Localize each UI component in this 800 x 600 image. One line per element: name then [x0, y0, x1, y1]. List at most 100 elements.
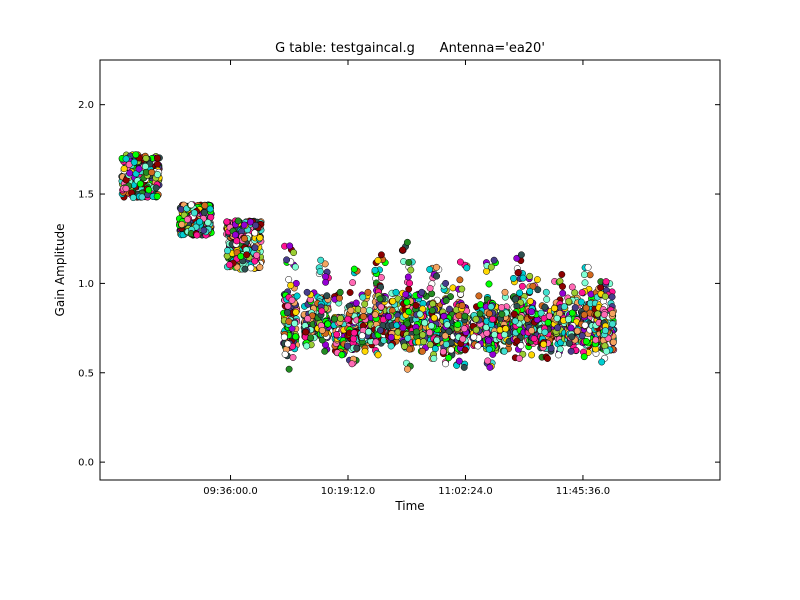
data-point	[476, 310, 484, 318]
data-point	[372, 338, 380, 346]
data-point	[348, 360, 356, 368]
data-point	[365, 306, 373, 314]
data-point	[560, 303, 568, 311]
data-point	[206, 205, 214, 213]
data-point	[302, 328, 310, 336]
data-point	[285, 276, 293, 283]
data-point	[426, 265, 434, 273]
data-point	[460, 325, 468, 333]
data-point	[427, 322, 435, 330]
data-point	[251, 244, 259, 252]
data-point	[547, 345, 555, 352]
data-point	[514, 269, 522, 277]
data-point	[247, 218, 254, 226]
data-point	[361, 300, 369, 308]
y-tick-label: 0.5	[78, 368, 94, 379]
data-point	[517, 314, 525, 322]
data-point	[530, 335, 538, 343]
data-point	[609, 338, 617, 346]
data-point	[419, 331, 427, 339]
data-point	[280, 333, 288, 341]
data-point	[353, 344, 361, 352]
data-point	[455, 357, 463, 365]
data-point	[336, 288, 344, 296]
data-point	[399, 246, 407, 254]
data-point	[498, 310, 506, 318]
data-point	[458, 302, 466, 310]
data-point	[485, 345, 493, 353]
data-point	[177, 205, 185, 213]
data-point	[303, 288, 311, 296]
data-point	[418, 347, 426, 355]
data-point	[318, 307, 326, 315]
data-point	[122, 155, 130, 163]
data-point	[358, 332, 366, 340]
data-point	[428, 306, 436, 314]
data-point	[401, 342, 408, 350]
data-point	[529, 282, 537, 290]
data-point	[446, 305, 453, 313]
chart-title: G table: testgaincal.g Antenna='ea20'	[275, 41, 545, 56]
data-point	[418, 288, 426, 296]
data-point	[392, 288, 400, 296]
data-point	[122, 185, 130, 193]
data-point	[513, 337, 521, 345]
data-point	[207, 213, 215, 221]
data-point	[204, 219, 212, 226]
data-point	[304, 315, 312, 323]
data-point	[433, 263, 440, 271]
data-point	[528, 308, 536, 316]
data-point	[556, 345, 564, 353]
data-point	[489, 315, 497, 323]
data-point	[251, 257, 259, 265]
data-point	[577, 298, 585, 306]
data-point	[439, 348, 447, 356]
data-point	[474, 342, 482, 350]
data-point	[196, 218, 204, 226]
data-point	[580, 353, 588, 361]
x-tick-label: 09:36:00.0	[203, 486, 257, 497]
data-point	[534, 286, 542, 294]
data-point	[482, 323, 490, 331]
data-point	[224, 247, 231, 255]
data-point	[582, 304, 590, 312]
data-point	[352, 299, 360, 307]
data-point	[346, 289, 354, 296]
data-point	[190, 209, 198, 217]
data-point	[542, 288, 550, 296]
data-point	[567, 347, 575, 355]
data-point	[226, 261, 234, 269]
data-point	[187, 201, 195, 209]
data-point	[443, 321, 451, 329]
data-point	[404, 273, 412, 281]
data-point	[402, 290, 410, 298]
data-point	[459, 335, 467, 343]
data-point	[447, 346, 455, 354]
data-point	[142, 154, 150, 162]
data-point	[426, 329, 434, 336]
data-point	[477, 301, 484, 309]
data-point	[602, 278, 610, 286]
y-tick-label: 2.0	[78, 100, 94, 111]
x-axis-label: Time	[394, 499, 424, 513]
data-point	[407, 266, 415, 274]
data-point	[470, 333, 478, 341]
data-point	[456, 258, 464, 266]
data-point	[135, 165, 143, 173]
data-point	[184, 216, 191, 223]
data-point	[359, 313, 367, 321]
data-point	[243, 251, 251, 259]
data-point	[486, 363, 494, 371]
data-point	[233, 237, 241, 245]
data-point	[336, 294, 343, 302]
data-point	[541, 303, 549, 311]
data-point	[371, 311, 379, 319]
data-point	[516, 289, 524, 297]
data-point	[433, 272, 441, 280]
data-point	[344, 315, 352, 323]
data-point	[578, 289, 586, 297]
y-tick-label: 1.5	[78, 190, 94, 201]
data-point	[240, 221, 248, 229]
data-point	[501, 331, 508, 339]
data-point	[456, 276, 464, 284]
